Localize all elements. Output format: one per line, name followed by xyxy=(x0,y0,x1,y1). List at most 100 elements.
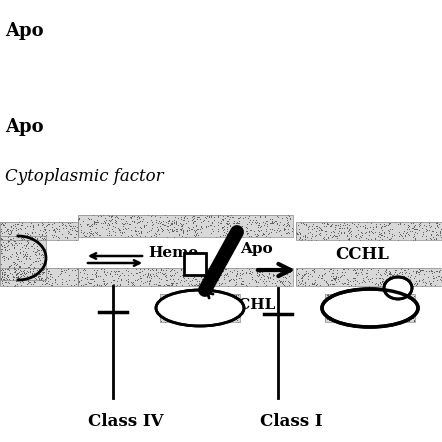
Point xyxy=(329,281,336,288)
Point xyxy=(346,235,353,242)
Point xyxy=(215,308,222,315)
Point xyxy=(0,266,6,273)
Point xyxy=(397,318,404,325)
Point xyxy=(225,219,232,226)
Point xyxy=(367,295,374,302)
Point xyxy=(28,243,35,250)
Point xyxy=(427,230,434,237)
Point xyxy=(257,268,264,275)
Point xyxy=(31,248,38,255)
Point xyxy=(20,254,27,261)
Point xyxy=(388,282,395,290)
Point xyxy=(168,281,175,288)
Point xyxy=(166,309,173,316)
Point xyxy=(31,257,38,264)
Point xyxy=(107,270,114,277)
Point xyxy=(68,267,75,274)
Point xyxy=(295,236,302,243)
Point xyxy=(419,230,427,237)
Point xyxy=(11,268,19,275)
Point xyxy=(387,278,394,286)
Point xyxy=(113,219,120,226)
Point xyxy=(21,270,28,277)
Point xyxy=(197,294,204,301)
Point xyxy=(267,229,274,236)
Point xyxy=(10,258,17,265)
Point xyxy=(18,234,25,241)
Point xyxy=(84,220,91,227)
Point xyxy=(164,223,171,230)
Point xyxy=(254,232,261,240)
Point xyxy=(210,312,217,319)
Point xyxy=(354,294,362,301)
Point xyxy=(179,217,187,224)
Point xyxy=(386,227,393,234)
Point xyxy=(224,217,231,225)
Point xyxy=(204,217,211,225)
Point xyxy=(245,232,252,239)
Point xyxy=(421,222,428,229)
Point xyxy=(400,228,408,235)
Point xyxy=(129,232,136,239)
Point xyxy=(433,221,440,228)
Point xyxy=(368,228,375,235)
Point xyxy=(38,276,46,283)
Point xyxy=(260,229,267,236)
Text: CCHL: CCHL xyxy=(226,298,275,312)
Point xyxy=(170,233,177,240)
Point xyxy=(335,236,342,243)
Point xyxy=(175,276,182,283)
Point xyxy=(356,236,363,243)
Point xyxy=(407,302,414,309)
Point xyxy=(408,314,415,321)
Point xyxy=(185,271,192,278)
Point xyxy=(162,273,169,280)
Point xyxy=(81,267,88,274)
Point xyxy=(113,265,120,272)
Point xyxy=(244,229,251,236)
Point xyxy=(20,268,27,275)
Point xyxy=(280,274,287,281)
Point xyxy=(339,314,346,321)
Point xyxy=(50,225,57,232)
Point xyxy=(173,282,180,289)
Point xyxy=(168,282,175,289)
Point xyxy=(332,222,339,229)
Point xyxy=(368,302,375,309)
Point xyxy=(195,278,202,285)
Point xyxy=(142,221,149,229)
Point xyxy=(11,241,18,248)
Point xyxy=(69,226,76,233)
Point xyxy=(165,295,172,302)
Point xyxy=(89,230,96,237)
Point xyxy=(351,282,358,290)
Point xyxy=(22,233,29,240)
Point xyxy=(183,227,191,234)
Bar xyxy=(0,236,46,280)
Point xyxy=(29,223,36,230)
Point xyxy=(201,310,208,317)
Point xyxy=(108,273,115,280)
Point xyxy=(256,275,263,282)
Point xyxy=(395,290,402,297)
Point xyxy=(351,267,358,274)
Point xyxy=(172,225,179,232)
Point xyxy=(29,236,36,243)
Point xyxy=(392,310,400,317)
Point xyxy=(112,218,119,225)
Point xyxy=(307,270,314,277)
Point xyxy=(427,222,434,229)
Point xyxy=(72,230,79,237)
Point xyxy=(395,221,402,228)
Point xyxy=(148,282,155,289)
Point xyxy=(278,267,285,274)
Point xyxy=(200,217,207,225)
Point xyxy=(24,230,31,237)
Point xyxy=(77,223,84,230)
Point xyxy=(381,232,388,240)
Bar xyxy=(78,268,293,286)
Point xyxy=(154,226,161,233)
Point xyxy=(137,229,144,236)
Point xyxy=(212,278,219,285)
Point xyxy=(277,279,284,286)
